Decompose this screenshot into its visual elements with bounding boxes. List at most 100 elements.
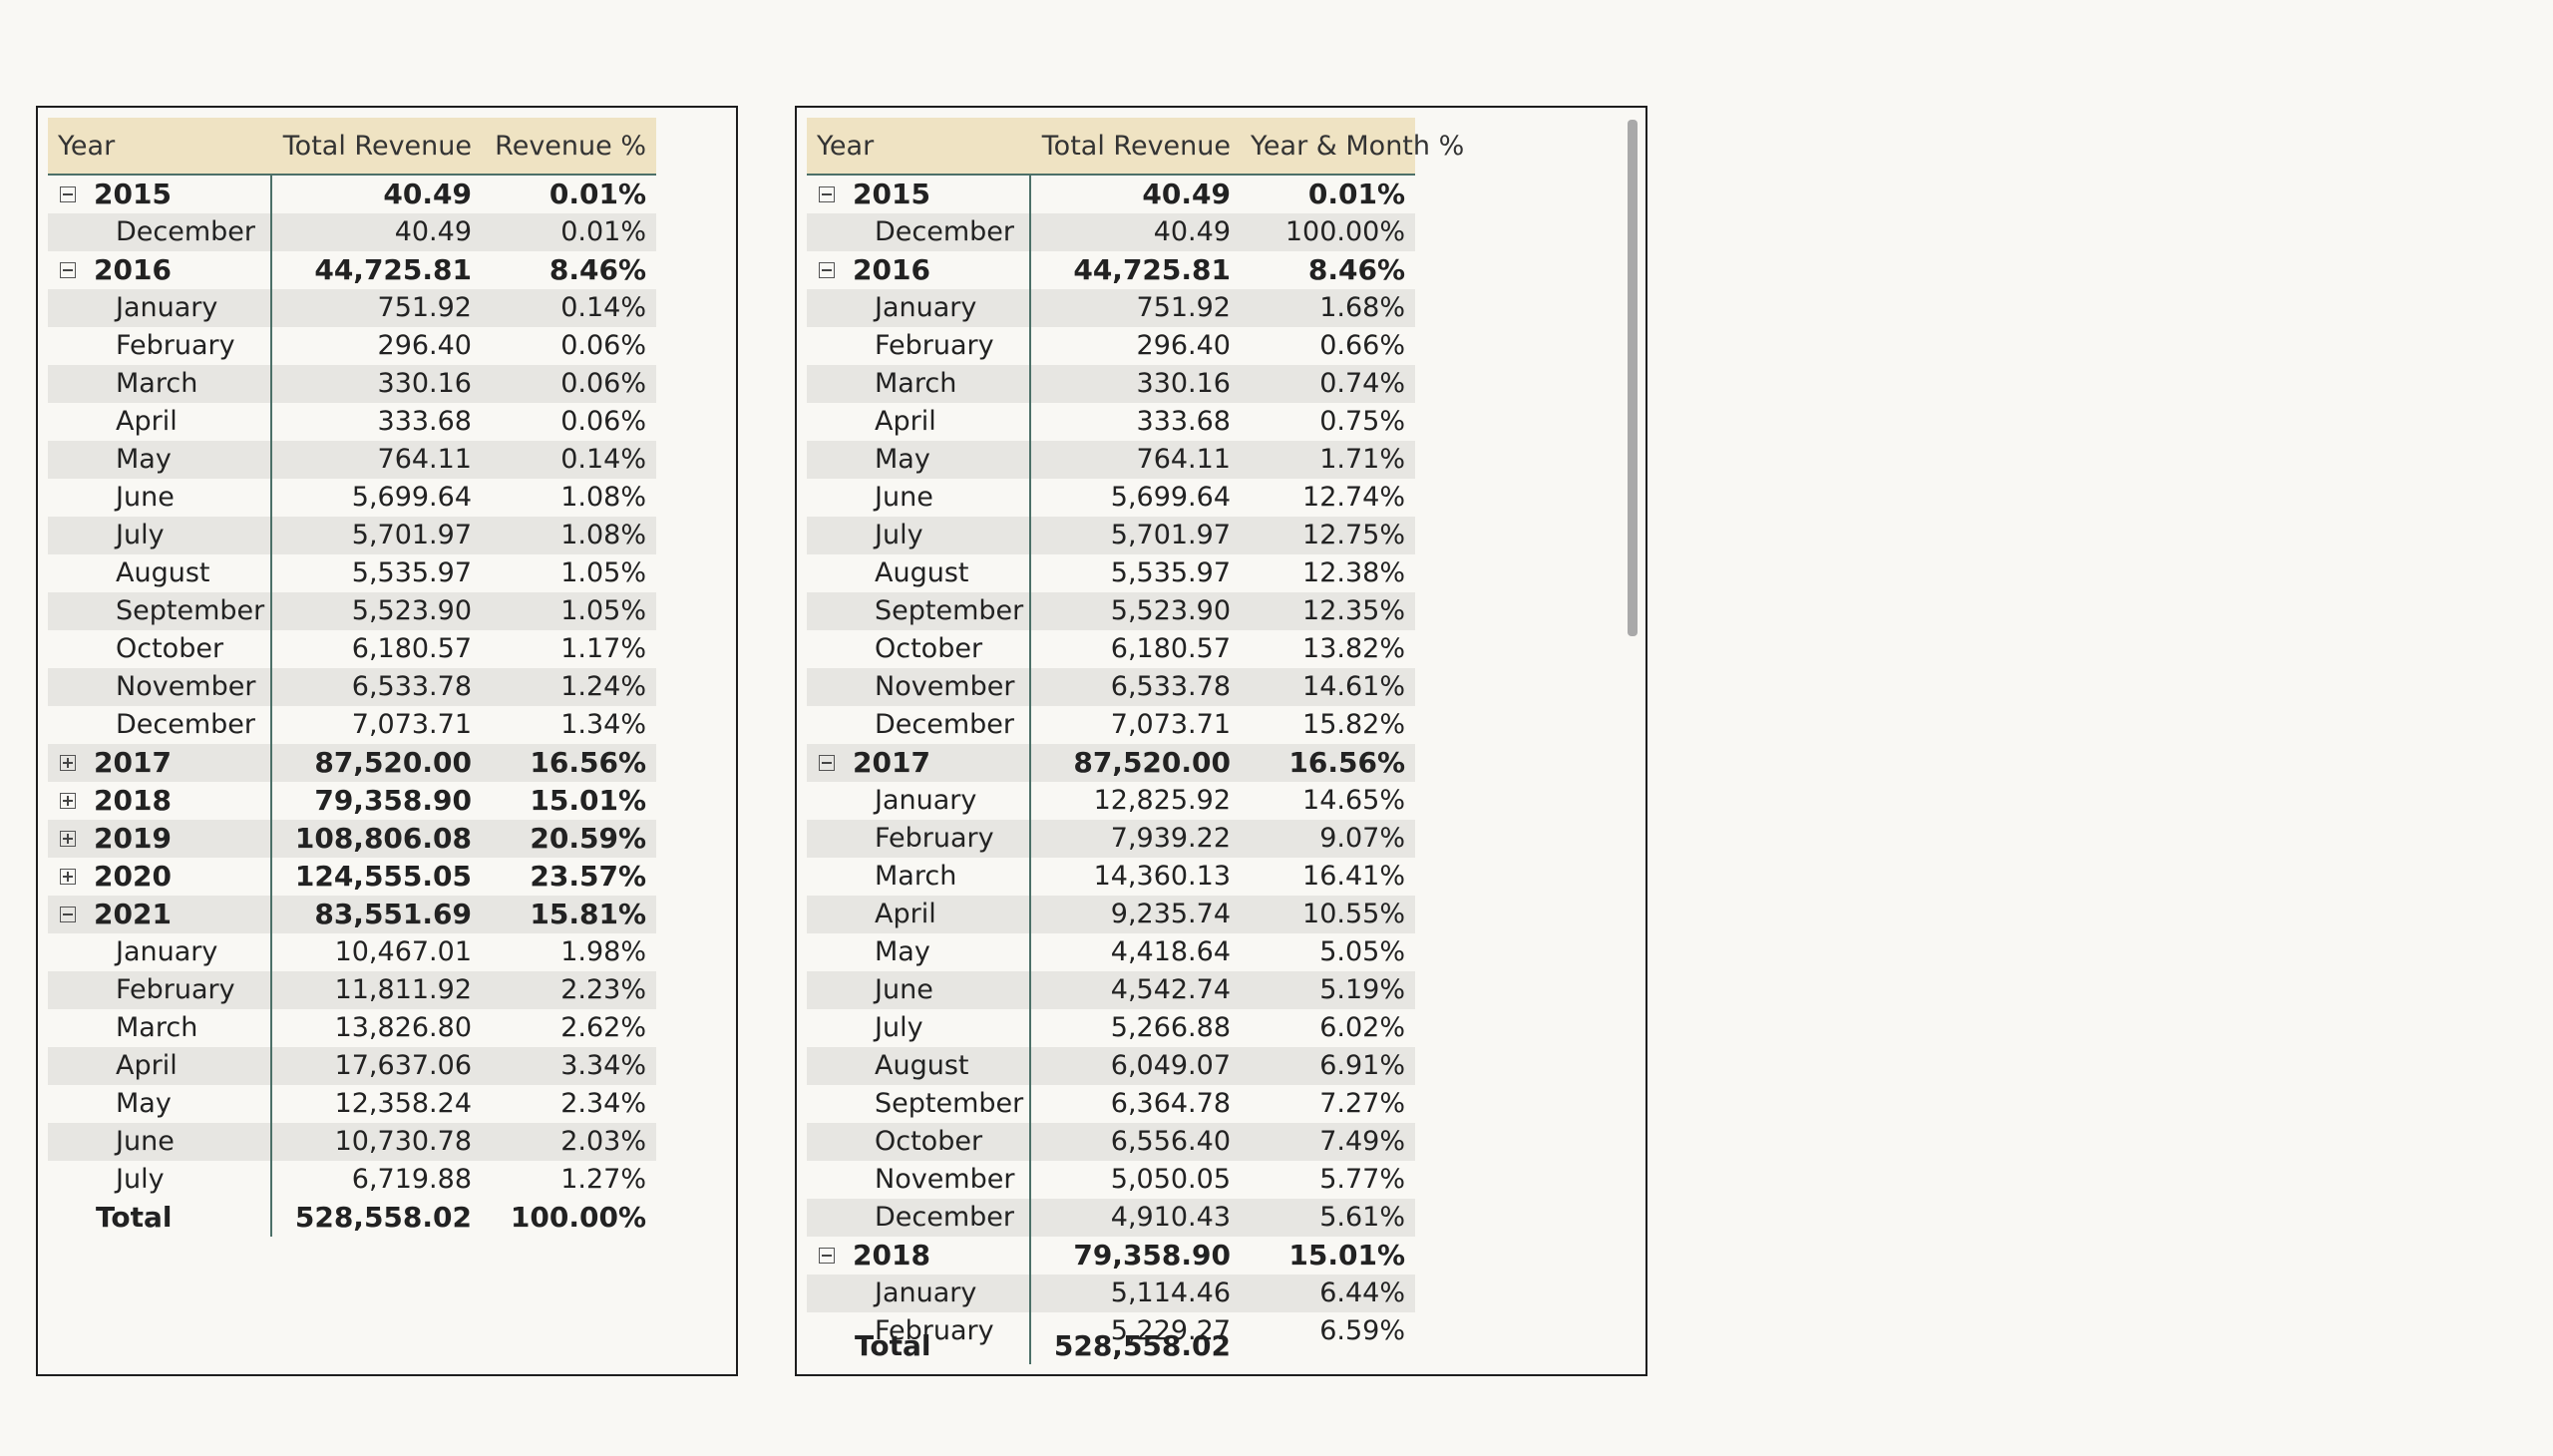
month-label: February [875,1315,994,1345]
month-row: September 5,523.90 1.05% [48,592,656,630]
month-row: June 10,730.78 2.03% [48,1123,656,1161]
month-label: May [875,444,930,475]
column-header-year[interactable]: Year [817,130,875,162]
year-row[interactable]: 2019 108,806.08 20.59% [48,820,656,858]
expand-icon[interactable] [60,831,76,847]
pct-value: 0.06% [560,330,646,361]
revenue-value: 528,558.02 [294,1201,472,1234]
year-row[interactable]: 2018 79,358.90 15.01% [807,1237,1415,1274]
month-label: July [116,520,165,550]
year-row[interactable]: 2016 44,725.81 8.46% [807,251,1415,289]
revenue-value: 6,049.07 [1110,1050,1231,1081]
pct-value: 0.74% [1319,368,1405,399]
month-label: March [116,1012,198,1043]
revenue-value: 12,358.24 [334,1088,472,1119]
year-row[interactable]: 2015 40.49 0.01% [807,176,1415,213]
revenue-value: 11,811.92 [334,974,472,1005]
month-row: August 5,535.97 1.05% [48,554,656,592]
collapse-icon[interactable] [819,755,835,771]
year-label: 2020 [94,860,172,893]
year-row[interactable]: 2021 83,551.69 15.81% [48,896,656,933]
month-row: October 6,180.57 13.82% [807,630,1415,668]
collapse-icon[interactable] [60,186,76,202]
year-cell: November [48,668,272,706]
month-label: June [875,974,933,1005]
year-row[interactable]: 2020 124,555.05 23.57% [48,858,656,896]
pct-value: 5.05% [1319,936,1405,967]
column-header-year[interactable]: Year [58,130,116,162]
month-label: July [875,1012,923,1043]
month-row: June 5,699.64 1.08% [48,479,656,517]
year-label: 2018 [94,784,172,817]
year-cell: 2015 [48,176,272,213]
pct-value: 1.34% [560,709,646,740]
year-cell: July [48,517,272,554]
year-label: 2016 [94,253,172,286]
month-row: March 330.16 0.06% [48,365,656,403]
revenue-value: 7,073.71 [1110,709,1231,740]
year-cell: January [807,1274,1031,1312]
pct-value: 23.57% [530,860,646,893]
year-cell: May [48,1085,272,1123]
vertical-scrollbar[interactable] [1628,120,1638,636]
revenue-value: 124,555.05 [294,860,472,893]
revenue-value: 6,533.78 [351,671,472,702]
year-row[interactable]: 2018 79,358.90 15.01% [48,782,656,820]
expand-icon[interactable] [60,793,76,809]
pct-value: 14.65% [1302,785,1405,816]
revenue-value: 5,699.64 [351,482,472,513]
year-cell: August [48,554,272,592]
month-row: December 4,910.43 5.61% [807,1199,1415,1237]
revenue-value: 333.68 [1136,406,1231,437]
expand-icon[interactable] [60,869,76,885]
month-row: January 751.92 0.14% [48,289,656,327]
month-label: January [116,936,218,967]
column-header-total-revenue[interactable]: Total Revenue [1041,130,1231,162]
pct-value: 6.02% [1319,1012,1405,1043]
column-header-year-month-pct[interactable]: Year & Month % [1251,130,1465,162]
collapse-icon[interactable] [60,262,76,278]
month-row: February 5,229.27 6.59% [807,1312,1415,1345]
month-label: July [116,1164,165,1195]
total-row: Total 528,558.02 100.00% [48,1199,656,1237]
right-matrix-scroll-area[interactable]: 2015 40.49 0.01% December 40.49 100.00% 2016 44… [807,176,1415,1345]
revenue-value: 108,806.08 [294,822,472,855]
year-label: 2021 [94,898,172,930]
year-cell: October [807,630,1031,668]
total-revenue-value: 528,558.02 [1053,1329,1231,1362]
total-label: Total [96,1201,173,1234]
month-label: November [116,671,256,702]
revenue-value: 330.16 [1136,368,1231,399]
month-row: May 764.11 1.71% [807,441,1415,479]
month-row: May 4,418.64 5.05% [807,933,1415,971]
revenue-value: 4,910.43 [1110,1202,1231,1233]
column-header-revenue-pct[interactable]: Revenue % [495,130,646,162]
collapse-icon[interactable] [819,1248,835,1264]
pct-value: 0.14% [560,444,646,475]
collapse-icon[interactable] [819,262,835,278]
year-cell: June [48,1123,272,1161]
collapse-icon[interactable] [819,186,835,202]
collapse-icon[interactable] [60,907,76,922]
year-cell: December [807,1199,1031,1237]
month-row: December 7,073.71 15.82% [807,706,1415,744]
year-row[interactable]: 2017 87,520.00 16.56% [807,744,1415,782]
month-label: January [875,292,977,323]
year-cell: November [807,1161,1031,1199]
year-row[interactable]: 2016 44,725.81 8.46% [48,251,656,289]
pct-value: 6.91% [1319,1050,1405,1081]
month-label: February [116,330,235,361]
column-header-total-revenue[interactable]: Total Revenue [282,130,472,162]
month-row: April 333.68 0.06% [48,403,656,441]
month-label: November [875,1164,1015,1195]
year-cell: January [807,782,1031,820]
pct-value: 1.08% [560,482,646,513]
month-row: January 12,825.92 14.65% [807,782,1415,820]
year-row[interactable]: 2015 40.49 0.01% [48,176,656,213]
month-row: May 764.11 0.14% [48,441,656,479]
year-row[interactable]: 2017 87,520.00 16.56% [48,744,656,782]
month-row: May 12,358.24 2.34% [48,1085,656,1123]
month-label: March [875,861,957,892]
year-cell: August [807,1047,1031,1085]
expand-icon[interactable] [60,755,76,771]
